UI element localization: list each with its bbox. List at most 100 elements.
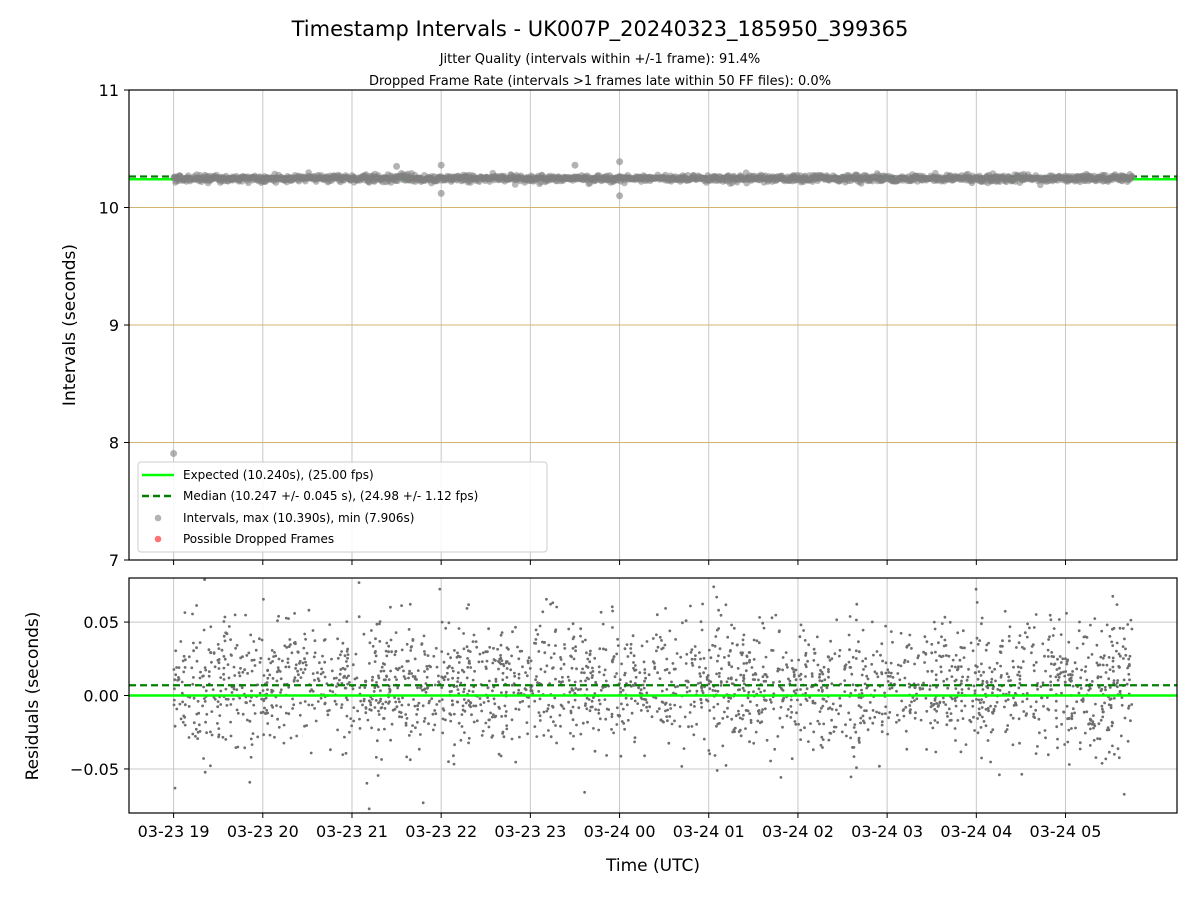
residual-point <box>690 725 694 728</box>
residual-point <box>980 715 984 719</box>
residual-point <box>700 686 704 690</box>
residual-point <box>685 652 689 656</box>
residual-point <box>811 701 815 705</box>
residual-point <box>925 748 928 751</box>
residual-point <box>373 706 377 709</box>
residual-point <box>1104 688 1107 692</box>
residual-point <box>825 700 828 703</box>
residual-point <box>250 658 254 662</box>
residual-point <box>287 617 290 620</box>
residual-point <box>818 679 822 682</box>
residual-point <box>720 667 723 671</box>
residual-point <box>420 643 424 646</box>
residual-point <box>699 620 703 624</box>
residual-point <box>851 683 855 687</box>
residual-point <box>336 728 339 732</box>
residual-point <box>538 714 542 718</box>
residual-point <box>492 658 496 661</box>
residual-point <box>632 661 635 664</box>
residual-point <box>438 699 441 703</box>
residual-point <box>611 626 614 629</box>
residual-point <box>1116 747 1120 751</box>
residual-point <box>1017 686 1021 690</box>
residual-point <box>799 672 803 676</box>
residual-point <box>574 649 577 653</box>
residual-point <box>585 696 589 700</box>
residual-point <box>295 734 299 738</box>
residual-point <box>1040 696 1043 700</box>
residual-point <box>785 663 788 667</box>
residual-point <box>287 712 291 716</box>
residual-point <box>689 651 693 654</box>
residual-point <box>899 664 903 668</box>
residual-point <box>744 709 748 712</box>
residual-point <box>195 659 199 663</box>
residual-point <box>838 648 842 652</box>
residual-point <box>594 708 597 711</box>
residual-point <box>655 613 659 617</box>
residual-point <box>1078 620 1081 624</box>
residual-point <box>395 705 399 709</box>
residual-point <box>989 680 993 684</box>
residual-point <box>261 710 265 714</box>
residual-point <box>435 665 439 669</box>
residual-point <box>448 664 451 668</box>
residual-point <box>776 735 780 738</box>
residual-point <box>398 715 401 719</box>
residual-point <box>899 631 903 635</box>
residual-point <box>205 731 209 735</box>
residual-point <box>615 672 618 675</box>
residual-point <box>486 696 489 699</box>
residual-point <box>192 641 195 645</box>
interval-point <box>511 181 519 188</box>
residual-point <box>794 678 798 682</box>
residual-point <box>795 688 799 692</box>
residual-point <box>229 703 233 706</box>
residual-point <box>203 578 207 581</box>
residual-point <box>559 724 562 728</box>
residual-point <box>191 732 195 736</box>
residual-point <box>340 682 344 685</box>
residual-point <box>935 685 938 689</box>
residual-point <box>422 634 426 638</box>
residual-point <box>843 667 846 671</box>
residual-point <box>293 676 297 680</box>
residual-point <box>689 604 692 608</box>
residual-point <box>587 677 590 681</box>
residual-point <box>232 697 235 701</box>
residual-point <box>421 704 425 708</box>
residual-point <box>612 655 616 659</box>
residual-point <box>761 708 764 711</box>
residual-point <box>505 667 509 670</box>
residual-point <box>757 687 761 691</box>
residual-point <box>917 654 920 658</box>
residual-point <box>262 597 265 601</box>
residual-point <box>481 651 485 655</box>
residual-point <box>658 635 662 639</box>
residual-point <box>181 659 185 663</box>
residual-point <box>346 698 349 702</box>
residual-point <box>331 690 335 694</box>
residual-point <box>474 704 478 708</box>
residual-point <box>1110 724 1114 728</box>
residual-point <box>250 669 254 673</box>
residual-point <box>843 690 847 693</box>
residual-point <box>328 708 331 712</box>
residual-point <box>751 673 755 677</box>
residual-point <box>457 671 460 674</box>
residual-point <box>410 645 413 648</box>
residual-point <box>999 675 1003 679</box>
residual-point <box>212 651 216 655</box>
residual-point <box>1111 659 1115 663</box>
residual-point <box>871 709 875 712</box>
residual-point <box>240 686 244 690</box>
residual-point <box>402 669 405 673</box>
residual-point <box>404 713 408 716</box>
residual-point <box>1021 660 1025 663</box>
residual-point <box>990 670 994 674</box>
residual-point <box>505 724 509 727</box>
residual-point <box>925 640 929 644</box>
residual-point <box>262 698 266 701</box>
legend-expected-label: Expected (10.240s), (25.00 fps) <box>183 468 374 482</box>
residual-point <box>910 647 913 650</box>
